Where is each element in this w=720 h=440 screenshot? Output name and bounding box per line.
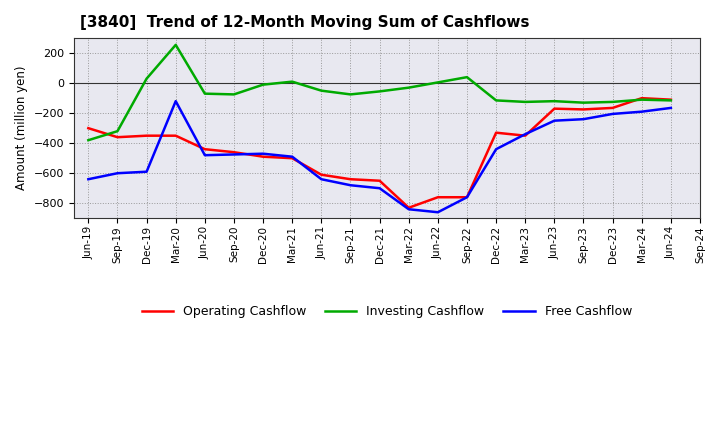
Free Cashflow — [521, 132, 530, 137]
Operating Cashflow — [171, 133, 180, 138]
Free Cashflow — [579, 117, 588, 122]
Free Cashflow — [550, 118, 559, 123]
Investing Cashflow — [667, 98, 675, 103]
Operating Cashflow — [346, 176, 355, 182]
Operating Cashflow — [492, 130, 500, 136]
Investing Cashflow — [579, 100, 588, 105]
Legend: Operating Cashflow, Investing Cashflow, Free Cashflow: Operating Cashflow, Investing Cashflow, … — [137, 300, 637, 323]
Operating Cashflow — [667, 97, 675, 102]
Free Cashflow — [84, 176, 93, 182]
Operating Cashflow — [608, 105, 617, 110]
Free Cashflow — [346, 183, 355, 188]
Operating Cashflow — [637, 95, 646, 101]
Operating Cashflow — [433, 194, 442, 200]
Investing Cashflow — [288, 79, 297, 84]
Operating Cashflow — [288, 156, 297, 161]
Line: Investing Cashflow: Investing Cashflow — [89, 45, 671, 140]
Operating Cashflow — [84, 125, 93, 131]
Operating Cashflow — [317, 172, 325, 177]
Operating Cashflow — [579, 107, 588, 112]
Investing Cashflow — [521, 99, 530, 105]
Investing Cashflow — [637, 97, 646, 102]
Line: Free Cashflow: Free Cashflow — [89, 101, 671, 212]
Investing Cashflow — [143, 76, 151, 81]
Operating Cashflow — [258, 154, 267, 159]
Investing Cashflow — [84, 138, 93, 143]
Operating Cashflow — [550, 106, 559, 111]
Free Cashflow — [608, 111, 617, 117]
Operating Cashflow — [375, 178, 384, 183]
Operating Cashflow — [521, 133, 530, 138]
Free Cashflow — [317, 176, 325, 182]
Investing Cashflow — [346, 92, 355, 97]
Investing Cashflow — [201, 91, 210, 96]
Investing Cashflow — [463, 74, 472, 80]
Investing Cashflow — [375, 89, 384, 94]
Investing Cashflow — [113, 128, 122, 134]
Free Cashflow — [492, 147, 500, 152]
Free Cashflow — [463, 194, 472, 200]
Operating Cashflow — [463, 194, 472, 200]
Free Cashflow — [113, 171, 122, 176]
Free Cashflow — [667, 105, 675, 110]
Free Cashflow — [405, 207, 413, 212]
Investing Cashflow — [608, 99, 617, 105]
Investing Cashflow — [258, 82, 267, 87]
Operating Cashflow — [201, 147, 210, 152]
Free Cashflow — [171, 99, 180, 104]
Free Cashflow — [201, 153, 210, 158]
Line: Operating Cashflow: Operating Cashflow — [89, 98, 671, 208]
Operating Cashflow — [230, 150, 238, 155]
Investing Cashflow — [230, 92, 238, 97]
Y-axis label: Amount (million yen): Amount (million yen) — [15, 66, 28, 191]
Investing Cashflow — [171, 42, 180, 48]
Investing Cashflow — [433, 80, 442, 85]
Free Cashflow — [433, 209, 442, 215]
Investing Cashflow — [492, 98, 500, 103]
Free Cashflow — [637, 109, 646, 114]
Investing Cashflow — [550, 99, 559, 104]
Free Cashflow — [230, 152, 238, 157]
Investing Cashflow — [317, 88, 325, 93]
Free Cashflow — [288, 154, 297, 159]
Operating Cashflow — [405, 205, 413, 210]
Text: [3840]  Trend of 12-Month Moving Sum of Cashflows: [3840] Trend of 12-Month Moving Sum of C… — [80, 15, 529, 30]
Free Cashflow — [258, 151, 267, 156]
Operating Cashflow — [113, 135, 122, 140]
Free Cashflow — [143, 169, 151, 174]
Free Cashflow — [375, 186, 384, 191]
Operating Cashflow — [143, 133, 151, 138]
Investing Cashflow — [405, 85, 413, 90]
